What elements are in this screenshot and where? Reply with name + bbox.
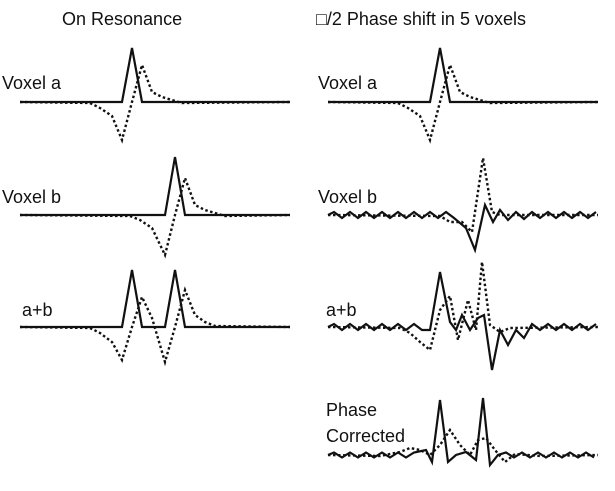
dotted-trace xyxy=(327,261,599,353)
row-label: Voxel a xyxy=(2,73,62,93)
solid-trace xyxy=(20,47,290,104)
solid-trace xyxy=(327,271,597,371)
row-label: Voxel b xyxy=(2,187,62,207)
row-label: a+b xyxy=(326,300,357,320)
left-title: On Resonance xyxy=(62,9,183,29)
dotted-trace xyxy=(19,286,291,367)
row-label: a+b xyxy=(22,300,53,320)
right-title: □/2 Phase shift in 5 voxels xyxy=(316,9,526,29)
solid-trace xyxy=(20,269,290,329)
row-label: Voxel b xyxy=(318,187,378,207)
dotted-trace xyxy=(19,174,291,259)
dotted-trace xyxy=(327,157,598,235)
row-label: Phase Corrected xyxy=(326,400,406,446)
dotted-trace xyxy=(327,61,599,144)
solid-trace xyxy=(328,47,598,104)
waveforms xyxy=(19,47,599,468)
solid-trace xyxy=(327,201,597,254)
dotted-trace xyxy=(19,61,291,144)
row-label: Voxel a xyxy=(318,73,378,93)
